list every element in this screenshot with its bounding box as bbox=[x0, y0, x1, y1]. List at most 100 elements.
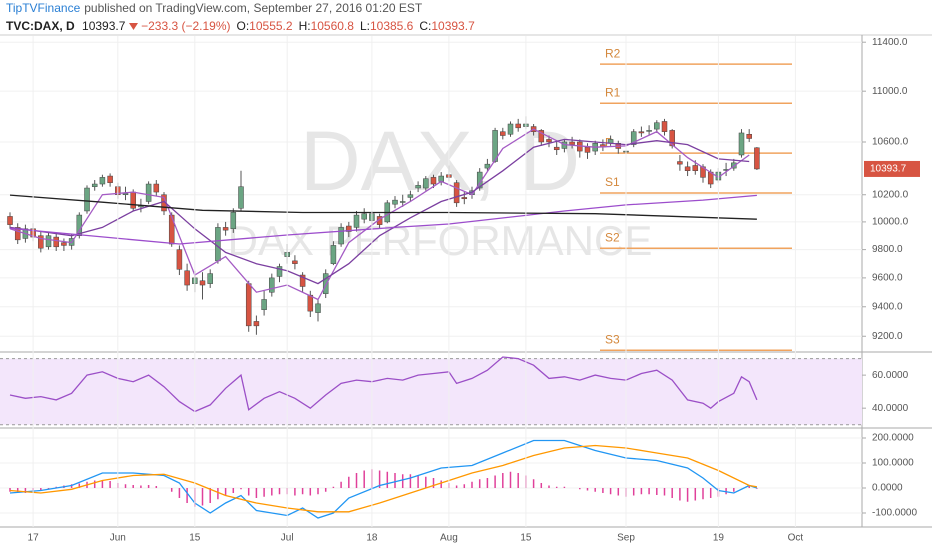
candle-body bbox=[315, 303, 321, 313]
x-tick-label: Jul bbox=[281, 533, 294, 544]
candle-body bbox=[677, 161, 683, 165]
candle-body bbox=[754, 147, 760, 170]
candle-body bbox=[546, 139, 552, 143]
candle-body bbox=[553, 146, 560, 151]
candle-body bbox=[168, 214, 175, 245]
candle-body bbox=[461, 197, 468, 200]
candle-body bbox=[500, 131, 506, 136]
symbol: TVC:DAX, D bbox=[6, 19, 75, 33]
pivot-label: R1 bbox=[605, 85, 621, 99]
y-tick-label: 60.0000 bbox=[872, 370, 909, 381]
y-tick-label: 11400.0 bbox=[872, 37, 908, 48]
publisher[interactable]: TipTVFinance bbox=[6, 1, 81, 15]
candle-body bbox=[684, 166, 691, 172]
x-tick-label: 15 bbox=[520, 533, 532, 544]
ohlc-label: L: bbox=[359, 19, 370, 33]
candle-body bbox=[76, 214, 83, 236]
candle-body bbox=[654, 122, 660, 130]
candle-body bbox=[515, 123, 521, 129]
candle-body bbox=[253, 321, 260, 327]
y-tick-label: 0.0000 bbox=[872, 483, 903, 494]
candle-body bbox=[91, 183, 98, 187]
candle-body bbox=[145, 183, 152, 202]
candle-body bbox=[99, 177, 106, 185]
y-tick-label: 10000.0 bbox=[872, 217, 909, 228]
ohlc: O:10555.2 H:10560.8 L:10385.6 C:10393.7 bbox=[231, 19, 475, 33]
published: published on TradingView.com, September … bbox=[84, 1, 423, 15]
candle-body bbox=[569, 141, 575, 145]
candle-body bbox=[45, 235, 52, 248]
y-tick-label: 100.0000 bbox=[872, 458, 914, 469]
candle-body bbox=[230, 212, 237, 230]
candle-body bbox=[107, 175, 113, 183]
candle-body bbox=[7, 216, 13, 225]
candle-body bbox=[176, 249, 183, 270]
candle-body bbox=[207, 273, 213, 284]
ohlc-value: 10385.6 bbox=[369, 19, 414, 33]
candle-body bbox=[38, 235, 44, 249]
ohlc-value: 10555.2 bbox=[249, 19, 293, 33]
candle-body bbox=[484, 163, 491, 169]
ohlc-value: 10393.7 bbox=[431, 19, 475, 33]
watermark: DAX, D bbox=[300, 114, 580, 208]
candle-body bbox=[299, 274, 306, 287]
last-price-box bbox=[864, 160, 920, 177]
ohlc-label: H: bbox=[298, 19, 311, 33]
candle-body bbox=[453, 182, 460, 204]
down-arrow bbox=[128, 23, 138, 30]
candle-body bbox=[646, 130, 652, 132]
candle-body bbox=[492, 130, 498, 162]
candle-body bbox=[184, 270, 190, 286]
pivot-label: R2 bbox=[605, 46, 621, 60]
indicator-line bbox=[9, 356, 758, 413]
y-tick-label: 9200.0 bbox=[872, 331, 903, 342]
publish-line: TipTVFinance published on TradingView.com… bbox=[6, 0, 475, 17]
candle-body bbox=[361, 213, 367, 220]
candle-body bbox=[507, 123, 514, 135]
candle-body bbox=[746, 133, 752, 139]
candle-body bbox=[276, 266, 283, 277]
candle-body bbox=[61, 242, 67, 246]
candle-body bbox=[84, 187, 90, 212]
candle-body bbox=[130, 191, 136, 209]
pivot-label: S3 bbox=[605, 332, 620, 346]
x-tick-label: Sep bbox=[617, 533, 635, 544]
indicator-line bbox=[9, 439, 758, 519]
y-tick-label: 9600.0 bbox=[872, 273, 903, 284]
candle-body bbox=[269, 277, 275, 293]
candle-body bbox=[222, 227, 229, 231]
x-tick-label: 17 bbox=[28, 533, 40, 544]
candle-body bbox=[669, 130, 675, 147]
pivot-label: S1 bbox=[605, 175, 620, 189]
x-tick-label: 19 bbox=[713, 533, 725, 544]
axes: 17 Jun 15 Jul 18 Aug 15 Sep 19 Oct 11400.0 11000.0 1… bbox=[28, 37, 920, 544]
rsi-band bbox=[0, 358, 862, 425]
candle-body bbox=[338, 227, 344, 245]
y-tick-label: 10200.0 bbox=[872, 189, 909, 200]
candle-body bbox=[330, 245, 337, 264]
candle-body bbox=[423, 178, 429, 189]
candle-body bbox=[538, 130, 545, 143]
candle-body bbox=[122, 193, 129, 195]
pivot-label: S2 bbox=[605, 230, 620, 244]
y-tick-label: 40.0000 bbox=[872, 403, 909, 414]
candle-body bbox=[738, 132, 745, 156]
candle-body bbox=[430, 177, 437, 185]
candle-body bbox=[584, 146, 591, 153]
indicator-line bbox=[9, 194, 757, 220]
x-tick-label: 15 bbox=[189, 533, 201, 544]
rsi-panel bbox=[0, 356, 862, 426]
x-tick-label: Jun bbox=[110, 533, 126, 544]
x-tick-label: Oct bbox=[788, 533, 804, 544]
candle-body bbox=[661, 121, 668, 132]
indicator-line bbox=[9, 444, 758, 513]
ohlc-label: C: bbox=[419, 19, 432, 33]
candle-body bbox=[346, 225, 352, 232]
candle-body bbox=[322, 273, 329, 294]
y-tick-label: 11000.0 bbox=[872, 86, 908, 97]
y-tick-label: 10600.0 bbox=[872, 137, 909, 148]
header: TipTVFinance published on TradingView.com… bbox=[6, 0, 475, 35]
y-tick-label: -100.0000 bbox=[872, 508, 917, 519]
